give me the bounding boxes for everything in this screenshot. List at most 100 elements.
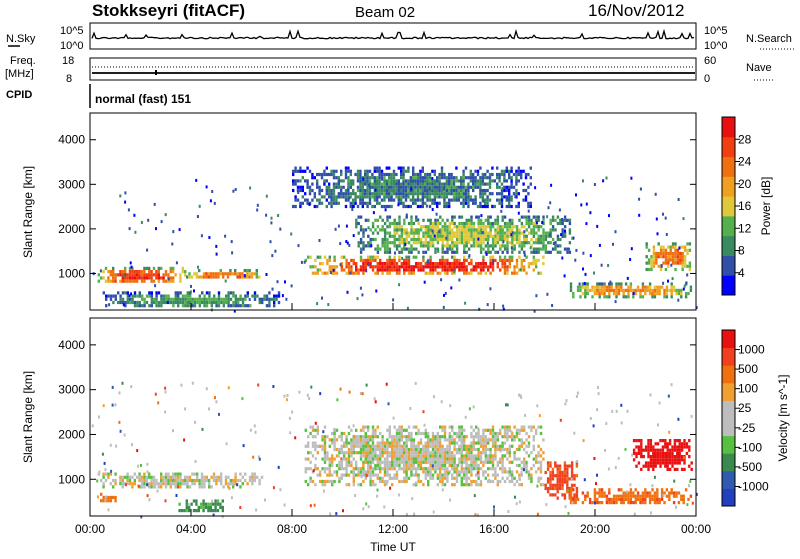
power-cell — [440, 176, 444, 180]
power-cell — [544, 234, 548, 238]
power-cell — [398, 234, 401, 238]
velocity-cell — [491, 441, 495, 445]
power-cell — [102, 270, 105, 274]
velocity-cell — [505, 403, 507, 407]
velocity-cell — [145, 475, 148, 479]
power-cell — [364, 265, 367, 269]
power-cell — [438, 230, 441, 233]
velocity-cell — [479, 451, 483, 455]
velocity-cell — [379, 476, 382, 480]
velocity-cell — [415, 431, 418, 436]
power-cell — [498, 198, 501, 202]
velocity-cell — [427, 431, 430, 436]
velocity-cell — [678, 439, 681, 443]
power-cell — [675, 288, 678, 292]
power-cell — [433, 182, 436, 186]
power-cell — [523, 237, 526, 242]
velocity-cell — [465, 447, 468, 452]
velocity-cell — [520, 467, 523, 471]
power-cell — [463, 262, 466, 266]
velocity-colorbar-cell — [722, 330, 735, 349]
velocity-cell — [379, 457, 382, 461]
power-cell — [388, 221, 392, 226]
power-cell — [652, 264, 656, 268]
velocity-cell — [515, 457, 519, 461]
velocity-cell — [400, 454, 403, 458]
power-cell — [419, 169, 422, 173]
power-cell — [530, 221, 533, 226]
power-cell — [340, 172, 343, 177]
power-cell — [426, 188, 429, 193]
power-cell — [686, 264, 689, 268]
power-cell — [164, 213, 167, 217]
velocity-colorbar-cell — [722, 400, 735, 419]
power-cell — [424, 195, 427, 199]
power-cell — [383, 247, 387, 251]
velocity-cell — [104, 472, 108, 476]
power-cell — [667, 264, 670, 268]
velocity-cell — [398, 451, 401, 455]
power-cell — [422, 225, 425, 229]
power-cell — [200, 275, 203, 279]
power-cell — [479, 182, 482, 186]
velocity-cell — [563, 480, 567, 484]
velocity-cell — [429, 470, 432, 474]
power-cell — [542, 215, 545, 219]
power-cell — [482, 258, 485, 262]
velocity-cell — [659, 461, 662, 465]
velocity-cell — [395, 473, 399, 477]
power-cell — [429, 271, 432, 275]
velocity-cell — [405, 428, 408, 432]
power-cell — [457, 192, 460, 196]
velocity-cell — [427, 435, 430, 439]
power-cell — [390, 179, 393, 183]
power-ytick-label: 2000 — [58, 222, 85, 236]
power-cell — [136, 273, 139, 277]
power-cell — [505, 198, 508, 202]
velocity-cell — [222, 485, 225, 489]
velocity-cell — [393, 444, 396, 448]
velocity-cell — [513, 454, 516, 458]
velocity-cell — [493, 505, 495, 509]
velocity-cell — [523, 425, 526, 429]
power-cell — [426, 185, 429, 189]
power-cell — [462, 195, 465, 199]
power-cell — [177, 304, 180, 308]
power-cell — [367, 218, 370, 222]
power-cell — [108, 303, 111, 307]
velocity-cell — [384, 461, 387, 465]
power-cell — [424, 262, 427, 266]
power-cell — [427, 271, 430, 275]
velocity-cell — [150, 482, 153, 486]
power-cell — [402, 182, 405, 186]
velocity-cell — [513, 483, 516, 487]
power-cell — [395, 221, 399, 226]
power-cell — [362, 271, 365, 275]
power-cell — [379, 215, 382, 219]
power-cell — [404, 185, 408, 189]
velocity-cell — [167, 482, 170, 486]
power-cell — [198, 300, 201, 305]
power-cell — [147, 218, 150, 222]
velocity-cell — [181, 482, 184, 486]
velocity-cell — [494, 470, 497, 474]
power-cell — [265, 294, 269, 298]
power-cell — [265, 213, 268, 217]
power-cell — [441, 241, 444, 245]
velocity-cell — [112, 485, 115, 489]
velocity-cell — [673, 439, 677, 443]
velocity-cell — [539, 483, 543, 487]
velocity-cell — [140, 485, 144, 489]
power-cell — [130, 265, 133, 269]
velocity-cell — [359, 441, 363, 445]
power-cell — [487, 221, 490, 226]
power-cell — [494, 234, 497, 238]
velocity-cell — [460, 441, 463, 445]
power-cell — [442, 187, 445, 191]
power-cell — [279, 227, 282, 231]
power-cell — [433, 198, 436, 202]
velocity-cell — [582, 439, 585, 443]
power-cell — [547, 241, 550, 245]
velocity-cell — [367, 425, 370, 429]
power-cell — [484, 192, 487, 196]
